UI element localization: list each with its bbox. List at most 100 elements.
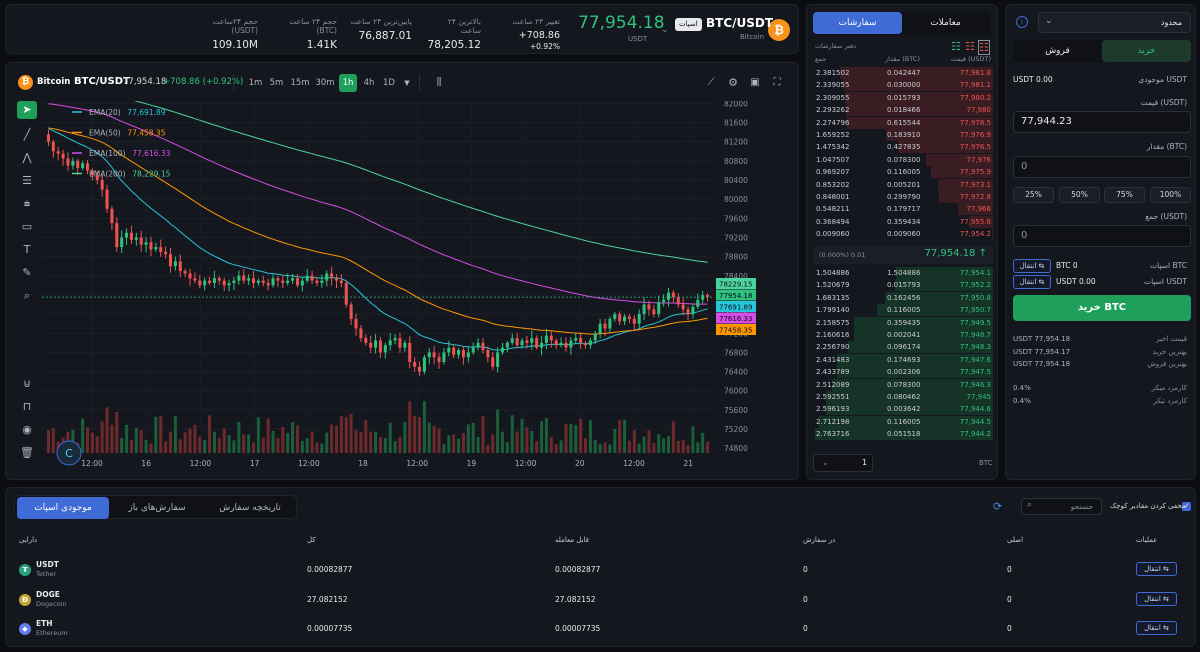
stat-high: بالاترین ۲۴ ساعت 78,205.12: [426, 17, 481, 51]
brush-icon[interactable]: ✎: [22, 266, 32, 279]
order-type-select[interactable]: ⌄ محدود: [1038, 12, 1191, 33]
ask-row[interactable]: 77,975.9 0.116005 0.969207: [813, 166, 993, 179]
volume-bar: [637, 443, 641, 453]
buy-btc-button[interactable]: خرید BTC: [1013, 295, 1191, 321]
fullscreen-icon[interactable]: ⛶: [773, 77, 781, 88]
pct-75-button[interactable]: 75%: [1104, 187, 1145, 203]
pair-dropdown-chevron-icon[interactable]: ⌄: [661, 25, 669, 35]
ask-row[interactable]: 77,981.8 0.042447 2.381502: [813, 67, 993, 79]
ask-row[interactable]: 77,978.5 0.615544 2.274796: [813, 116, 993, 129]
tab-trades[interactable]: معاملات: [930, 18, 961, 28]
ask-row[interactable]: 77,955.6 0.359434 0.368494: [813, 215, 993, 228]
timeframe-4h[interactable]: 4h: [363, 78, 375, 88]
bid-row[interactable]: 77,944.2 0.051518 2.763716: [813, 428, 993, 441]
horizontal-lines-icon[interactable]: ☰: [22, 174, 32, 187]
tab-orders[interactable]: سفارشات: [813, 12, 902, 34]
cursor-icon[interactable]: ➤: [17, 101, 37, 119]
bid-row[interactable]: 77,950.7 0.116005 1.799140: [813, 304, 993, 317]
transfer-button[interactable]: انتقال ⇆: [1136, 591, 1177, 606]
ask-row[interactable]: 77,981.1 0.030000 2.339055: [813, 79, 993, 92]
view-bids-icon[interactable]: ☷: [978, 40, 990, 55]
timeframe-1m[interactable]: 1m: [248, 78, 263, 88]
snapshot-icon[interactable]: ▣: [750, 77, 760, 88]
timeframe-15m[interactable]: 15m: [290, 78, 310, 88]
info-icon[interactable]: i: [1016, 16, 1028, 28]
view-both-icon[interactable]: ☷: [951, 40, 961, 53]
settings-gear-icon[interactable]: ⚙: [728, 76, 738, 89]
row-total: 2.160616: [816, 331, 850, 339]
ask-row[interactable]: 77,954.2 0.009060 0.009060: [813, 228, 993, 241]
bid-row[interactable]: 77,952.2 0.015793 1.520679: [813, 279, 993, 292]
bid-row[interactable]: 77,944.6 0.003642 2.596193: [813, 403, 993, 416]
pct-50-button[interactable]: 50%: [1059, 187, 1100, 203]
text-tool-icon[interactable]: T: [23, 243, 31, 256]
trendline-icon[interactable]: ╱: [23, 128, 31, 141]
bid-row[interactable]: 77,948.7 0.002041 2.160616: [813, 329, 993, 341]
volume-bar: [500, 431, 505, 453]
stat-low-label: پایین‌ترین ۲۴ ساعت: [350, 17, 412, 26]
eye-icon[interactable]: ◉: [22, 423, 32, 436]
depth-select[interactable]: ⌄ 1: [813, 454, 873, 472]
trash-icon[interactable]: 🗑: [20, 446, 34, 459]
ask-row[interactable]: 77,973.1 0.005201 0.853202: [813, 178, 993, 191]
transfer-btc-button[interactable]: انتقال ⇆: [1013, 259, 1051, 273]
tab-spot-balance[interactable]: موجودی اسپات: [17, 497, 109, 519]
bid-row[interactable]: 77,947.6 0.174693 2.431483: [813, 353, 993, 366]
refresh-icon[interactable]: ⟳: [993, 500, 1003, 513]
bid-row[interactable]: 77,948.3 0.096174 2.256790: [813, 341, 993, 354]
candle-body: [388, 340, 392, 346]
volume-bar: [515, 431, 519, 453]
ask-row[interactable]: 77,972.8 0.299790 0.848001: [813, 191, 993, 203]
candle-body: [452, 347, 456, 355]
timeframe-1d[interactable]: 1D: [383, 78, 395, 88]
amount-input[interactable]: 0: [1013, 156, 1191, 178]
tab-order-history[interactable]: تاریخچه سفارش: [219, 503, 281, 513]
buy-tab[interactable]: خرید: [1102, 40, 1191, 62]
bid-row[interactable]: 77,949.5 0.359435 2.158575: [813, 316, 993, 329]
hide-small-checkbox[interactable]: ✓: [1182, 502, 1191, 511]
tab-open-orders[interactable]: سفارش‌های باز: [128, 503, 186, 513]
pct-100-button[interactable]: 100%: [1150, 187, 1191, 203]
compare-icon[interactable]: ⫼: [436, 77, 442, 88]
ask-row[interactable]: 77,966 0.179717 0.548211: [813, 203, 993, 216]
magnet-icon[interactable]: ⊍: [22, 377, 32, 390]
bid-row[interactable]: 77,946.3 0.078300 2.512089: [813, 378, 993, 391]
ask-row[interactable]: 77,980 0.018466 2.293262: [813, 104, 993, 117]
bid-row[interactable]: 77,950.8 0.162456 1.683135: [813, 291, 993, 304]
ask-row[interactable]: 77,976 0.078300 1.047507: [813, 153, 993, 166]
ask-row[interactable]: 77,976.5 0.427835 1.475342: [813, 141, 993, 154]
volume-bar: [276, 437, 280, 453]
pct-25-button[interactable]: 25%: [1013, 187, 1054, 203]
lock-icon[interactable]: ⊓: [22, 400, 32, 413]
timeframe-more-chevron-icon[interactable]: ▼: [404, 79, 410, 87]
ask-row[interactable]: 77,980.2 0.015793 2.309055: [813, 91, 993, 104]
indicators-icon[interactable]: ⟋: [707, 77, 715, 88]
sell-tab[interactable]: فروش: [1045, 46, 1070, 56]
fib-icon[interactable]: ⩧: [23, 197, 31, 210]
pitchfork-icon[interactable]: ⋀: [22, 151, 32, 164]
candle-body: [583, 342, 588, 346]
depth-unit: BTC: [979, 459, 993, 467]
transfer-usdt-button[interactable]: انتقال ⇆: [1013, 275, 1051, 289]
x-tick-label: 12:00: [623, 459, 645, 468]
total-input[interactable]: 0: [1013, 225, 1191, 247]
bid-row[interactable]: 77,944.5 0.116005 2.712198: [813, 415, 993, 428]
timeframe-5m[interactable]: 5m: [269, 78, 284, 88]
timeframe-1h[interactable]: 1h: [339, 74, 357, 92]
candle-body: [208, 280, 212, 283]
search-input[interactable]: ⌕ جستجو: [1021, 498, 1102, 515]
rectangle-icon[interactable]: ▭: [21, 220, 33, 233]
transfer-button[interactable]: انتقال ⇆: [1136, 562, 1177, 576]
ask-row[interactable]: 77,976.9 0.183910 1.659252: [813, 129, 993, 141]
bid-row[interactable]: 77,945 0.080462 2.592551: [813, 391, 993, 403]
candle-body: [85, 163, 90, 171]
price-input[interactable]: 77,944.23: [1013, 111, 1191, 133]
zoom-icon[interactable]: ⌕: [23, 289, 31, 302]
timeframe-30m[interactable]: 30m: [315, 78, 335, 88]
price-chart[interactable]: 82000 81600 81200 80800 80400 80000 79600 79200…: [42, 101, 758, 473]
bid-row[interactable]: 77,947.5 0.002306 2.433789: [813, 366, 993, 379]
view-asks-icon[interactable]: ☷: [965, 40, 975, 53]
transfer-button[interactable]: انتقال ⇆: [1136, 621, 1177, 635]
volume-bar: [496, 409, 500, 453]
bid-row[interactable]: 77,954.1 1.504886 1.504886: [813, 267, 993, 279]
